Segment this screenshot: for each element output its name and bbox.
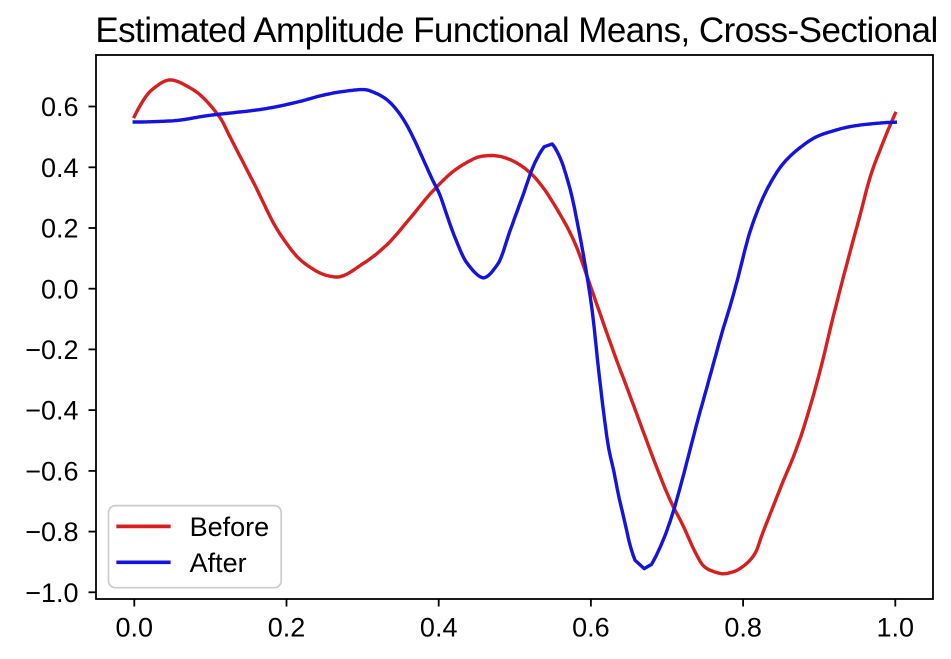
svg-text:0.6: 0.6 bbox=[572, 612, 610, 642]
svg-text:0.0: 0.0 bbox=[116, 612, 154, 642]
svg-text:0.0: 0.0 bbox=[41, 274, 79, 304]
svg-text:0.4: 0.4 bbox=[41, 153, 79, 183]
svg-text:0.4: 0.4 bbox=[420, 612, 458, 642]
svg-text:0.2: 0.2 bbox=[268, 612, 306, 642]
svg-text:After: After bbox=[190, 548, 247, 578]
svg-text:−0.8: −0.8 bbox=[25, 517, 78, 547]
svg-text:−0.6: −0.6 bbox=[25, 457, 78, 487]
svg-text:0.8: 0.8 bbox=[724, 612, 762, 642]
svg-text:0.2: 0.2 bbox=[41, 214, 79, 244]
svg-text:0.6: 0.6 bbox=[41, 92, 79, 122]
svg-text:Before: Before bbox=[190, 512, 270, 542]
svg-text:−1.0: −1.0 bbox=[25, 578, 78, 608]
svg-text:1.0: 1.0 bbox=[877, 612, 915, 642]
svg-text:−0.4: −0.4 bbox=[25, 396, 78, 426]
svg-text:Estimated Amplitude Functional: Estimated Amplitude Functional Means, Cr… bbox=[95, 11, 937, 50]
svg-text:−0.2: −0.2 bbox=[25, 335, 78, 365]
